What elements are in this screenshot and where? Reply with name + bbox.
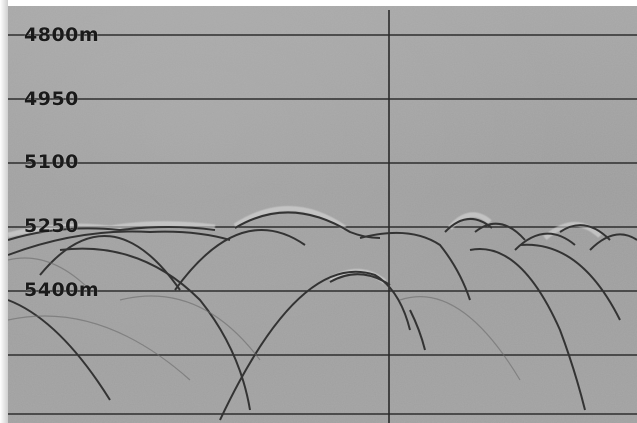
reflection-trace	[39, 234, 181, 291]
reflection-trace	[219, 270, 411, 421]
reflection-trace	[329, 273, 391, 286]
reflection-trace	[7, 230, 231, 256]
reflection-trace	[589, 233, 637, 251]
reflection-traces	[7, 211, 637, 421]
depth-label-5400: 5400m	[24, 279, 100, 301]
depth-label-5100: 5100	[24, 151, 79, 173]
depth-label-4950: 4950	[24, 88, 79, 110]
paper-edge-top	[0, 0, 637, 6]
paper-edge-left	[0, 0, 8, 423]
reflection-trace	[174, 229, 306, 291]
seafloor-reflections	[7, 206, 637, 421]
depth-label-4800: 4800m	[24, 24, 100, 46]
faint-reflections	[7, 257, 521, 381]
reflection-trace	[519, 243, 621, 321]
reflection-highlights	[7, 206, 602, 285]
reflection-trace	[469, 248, 586, 411]
reflection-trace	[409, 309, 426, 351]
reflection-trace	[7, 226, 216, 241]
reflection-trace	[559, 224, 611, 241]
reflection-trace	[59, 247, 251, 411]
depth-label-5250: 5250	[24, 215, 79, 237]
reflection-trace	[474, 222, 526, 241]
reflection-trace	[234, 211, 381, 239]
reflection-trace	[7, 299, 111, 401]
reflection-trace	[359, 231, 471, 301]
